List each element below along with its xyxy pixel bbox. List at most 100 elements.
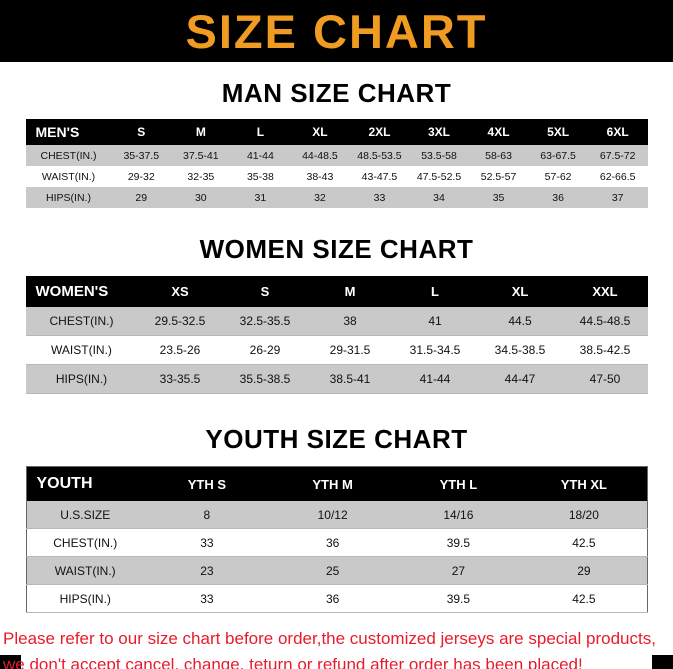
size-header-cell: M xyxy=(307,276,393,307)
size-header-cell: YTH M xyxy=(269,466,396,501)
size-header-cell: 5XL xyxy=(528,119,588,145)
measurement-value: 44.5-48.5 xyxy=(579,314,631,328)
measurement-value: 57-62 xyxy=(544,170,572,183)
measurement-value: 35-37.5 xyxy=(123,149,160,162)
measurement-value: 43-47.5 xyxy=(361,170,398,183)
measurement-value: 35-38 xyxy=(246,170,274,183)
measurement-value: 33 xyxy=(373,191,386,204)
disclaimer: Please refer to our size chart before or… xyxy=(3,626,673,669)
measurement-value: 42.5 xyxy=(572,535,596,550)
size-header-cell: YTH S xyxy=(144,466,270,501)
measurement-value: 32-35 xyxy=(187,170,215,183)
men-size-table: MEN'S S M L XL 2XL 3XL 4XL 5XL 6XL CHEST(IN.) 35-37… xyxy=(25,119,648,208)
measurement-value: 14/16 xyxy=(443,507,474,522)
size-header-cell: XXL xyxy=(562,276,648,307)
measurement-value: 33 xyxy=(200,535,214,550)
measurement-value: 37.5-41 xyxy=(183,149,219,162)
measurement-value: 41-44 xyxy=(419,372,451,386)
measurement-value: 58-63 xyxy=(485,149,512,162)
measurement-value: 29 xyxy=(577,563,591,578)
measurement-row: HIPS(IN.) 33-35.5 35.5-38.5 38.5-41 41-44 44-… xyxy=(25,364,648,394)
measurement-value: 53.5-58 xyxy=(421,149,457,162)
measurement-value: 67.5-72 xyxy=(599,149,636,162)
women-size-table: WOMEN'S XS S M L XL XXL CHEST(IN.) 29.5-32.5 32.5… xyxy=(25,276,648,394)
youth-size-section: YOUTH SIZE CHART YOUTH YTH S YTH M YTH L YTH… xyxy=(0,424,673,613)
size-header-cell: M xyxy=(171,119,231,145)
size-header-cell: L xyxy=(392,276,478,307)
measurement-label: HIPS(IN.) xyxy=(46,191,91,204)
measurement-row: HIPS(IN.) 29 30 31 32 33 34 35 36 37 xyxy=(25,187,648,208)
measurement-label: HIPS(IN.) xyxy=(59,591,111,606)
size-header-cell: L xyxy=(230,119,291,145)
measurement-value: 32.5-35.5 xyxy=(239,314,291,328)
measurement-value: 34.5-38.5 xyxy=(494,343,546,357)
women-size-section: WOMEN SIZE CHART WOMEN'S XS S M L XL XXL CHEST(… xyxy=(0,234,673,394)
measurement-value: 41 xyxy=(428,314,442,328)
measurement-value: 26-29 xyxy=(249,343,281,357)
measurement-value: 35.5-38.5 xyxy=(239,372,291,386)
measurement-value: 8 xyxy=(203,507,211,522)
measurement-value: 30 xyxy=(194,191,207,204)
measurement-value: 44-47 xyxy=(504,372,536,386)
measurement-value: 39.5 xyxy=(446,591,471,606)
measurement-row: CHEST(IN.) 33 36 39.5 42.5 xyxy=(26,528,647,557)
measurement-label: CHEST(IN.) xyxy=(40,149,97,162)
measurement-value: 29-31.5 xyxy=(329,343,371,357)
size-header-cell: 6XL xyxy=(587,119,648,145)
size-header-cell: XS xyxy=(137,276,223,307)
measurement-value: 62-66.5 xyxy=(599,170,636,183)
measurement-value: 47-50 xyxy=(589,372,621,386)
table-header-row: WOMEN'S XS S M L XL XXL xyxy=(25,276,648,307)
youth-size-table: YOUTH YTH S YTH M YTH L YTH XL U.S.SIZE 8 10/12… xyxy=(25,466,648,613)
measurement-value: 23 xyxy=(200,563,214,578)
measurement-value: 38.5-41 xyxy=(329,372,371,386)
measurement-value: 33-35.5 xyxy=(159,372,201,386)
measurement-label: WAIST(IN.) xyxy=(54,563,116,578)
size-header-cell: YTH XL xyxy=(521,466,647,501)
measurement-label: CHEST(IN.) xyxy=(53,535,118,550)
men-section-heading: MAN SIZE CHART xyxy=(221,78,452,108)
size-header-cell: 4XL xyxy=(468,119,529,145)
measurement-row: WAIST(IN.) 23 25 27 29 xyxy=(26,556,647,585)
measurement-value: 25 xyxy=(325,563,340,578)
measurement-value: 36 xyxy=(325,591,340,606)
size-header-cell: S xyxy=(222,276,308,307)
measurement-value: 52.5-57 xyxy=(480,170,517,183)
table-title-cell: WOMEN'S xyxy=(25,276,138,307)
measurement-value: 38.5-42.5 xyxy=(579,343,631,357)
measurement-value: 38 xyxy=(343,314,357,328)
measurement-label: U.S.SIZE xyxy=(60,507,111,522)
page-title: SIZE CHART xyxy=(185,4,488,58)
size-header-cell: 3XL xyxy=(409,119,469,145)
measurement-value: 18/20 xyxy=(568,507,599,522)
table-title-cell: MEN'S xyxy=(25,119,112,145)
corner-mark-bottom-right xyxy=(652,655,673,669)
men-size-section: MAN SIZE CHART MEN'S S M L XL 2XL 3XL 4XL 5XL 6XL… xyxy=(0,78,673,208)
women-section-heading: WOMEN SIZE CHART xyxy=(199,234,474,264)
measurement-value: 29.5-32.5 xyxy=(154,314,206,328)
measurement-value: 29-32 xyxy=(127,170,155,183)
corner-mark-bottom-left xyxy=(0,655,21,669)
measurement-value: 27 xyxy=(451,563,466,578)
measurement-label: WAIST(IN.) xyxy=(51,343,112,357)
measurement-label: CHEST(IN.) xyxy=(49,314,114,328)
size-header-cell: YTH L xyxy=(395,466,522,501)
measurement-row: CHEST(IN.) 35-37.5 37.5-41 41-44 44-48.5 48.5… xyxy=(25,145,648,166)
measurement-value: 36 xyxy=(552,191,564,204)
measurement-value: 29 xyxy=(135,191,148,204)
disclaimer-line-1: Please refer to our size chart before or… xyxy=(3,629,656,648)
measurement-value: 36 xyxy=(325,535,340,550)
disclaimer-line-2: we don't accept cancel, change, teturn o… xyxy=(3,655,583,669)
title-banner: SIZE CHART xyxy=(0,0,673,62)
measurement-row: WAIST(IN.) 23.5-26 26-29 29-31.5 31.5-34.5 34… xyxy=(25,335,648,365)
measurement-row: HIPS(IN.) 33 36 39.5 42.5 xyxy=(26,584,647,613)
size-header-cell: S xyxy=(111,119,172,145)
measurement-value: 63-67.5 xyxy=(540,149,576,162)
table-title-cell: YOUTH xyxy=(26,466,144,501)
measurement-value: 44-48.5 xyxy=(302,149,338,162)
measurement-value: 33 xyxy=(200,591,214,606)
youth-section-heading: YOUTH SIZE CHART xyxy=(205,424,468,454)
table-header-row: MEN'S S M L XL 2XL 3XL 4XL 5XL 6XL xyxy=(25,119,648,145)
measurement-value: 10/12 xyxy=(317,507,348,522)
